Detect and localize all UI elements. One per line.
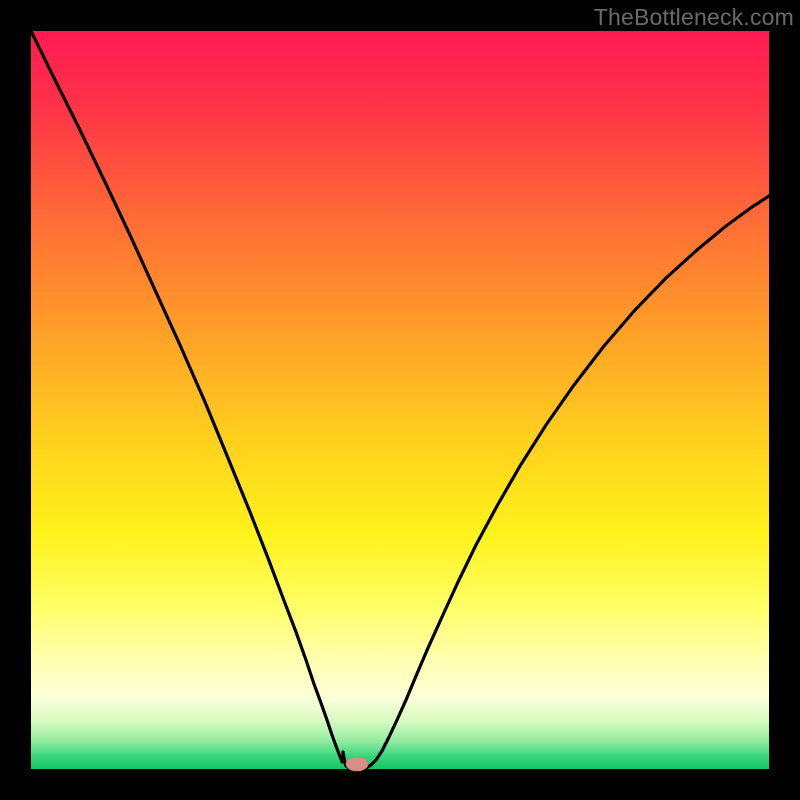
bottleneck-chart — [0, 0, 800, 800]
watermark-text: TheBottleneck.com — [594, 4, 794, 31]
chart-container: TheBottleneck.com — [0, 0, 800, 800]
chart-background-gradient — [31, 31, 769, 769]
optimal-point-marker — [346, 757, 368, 771]
